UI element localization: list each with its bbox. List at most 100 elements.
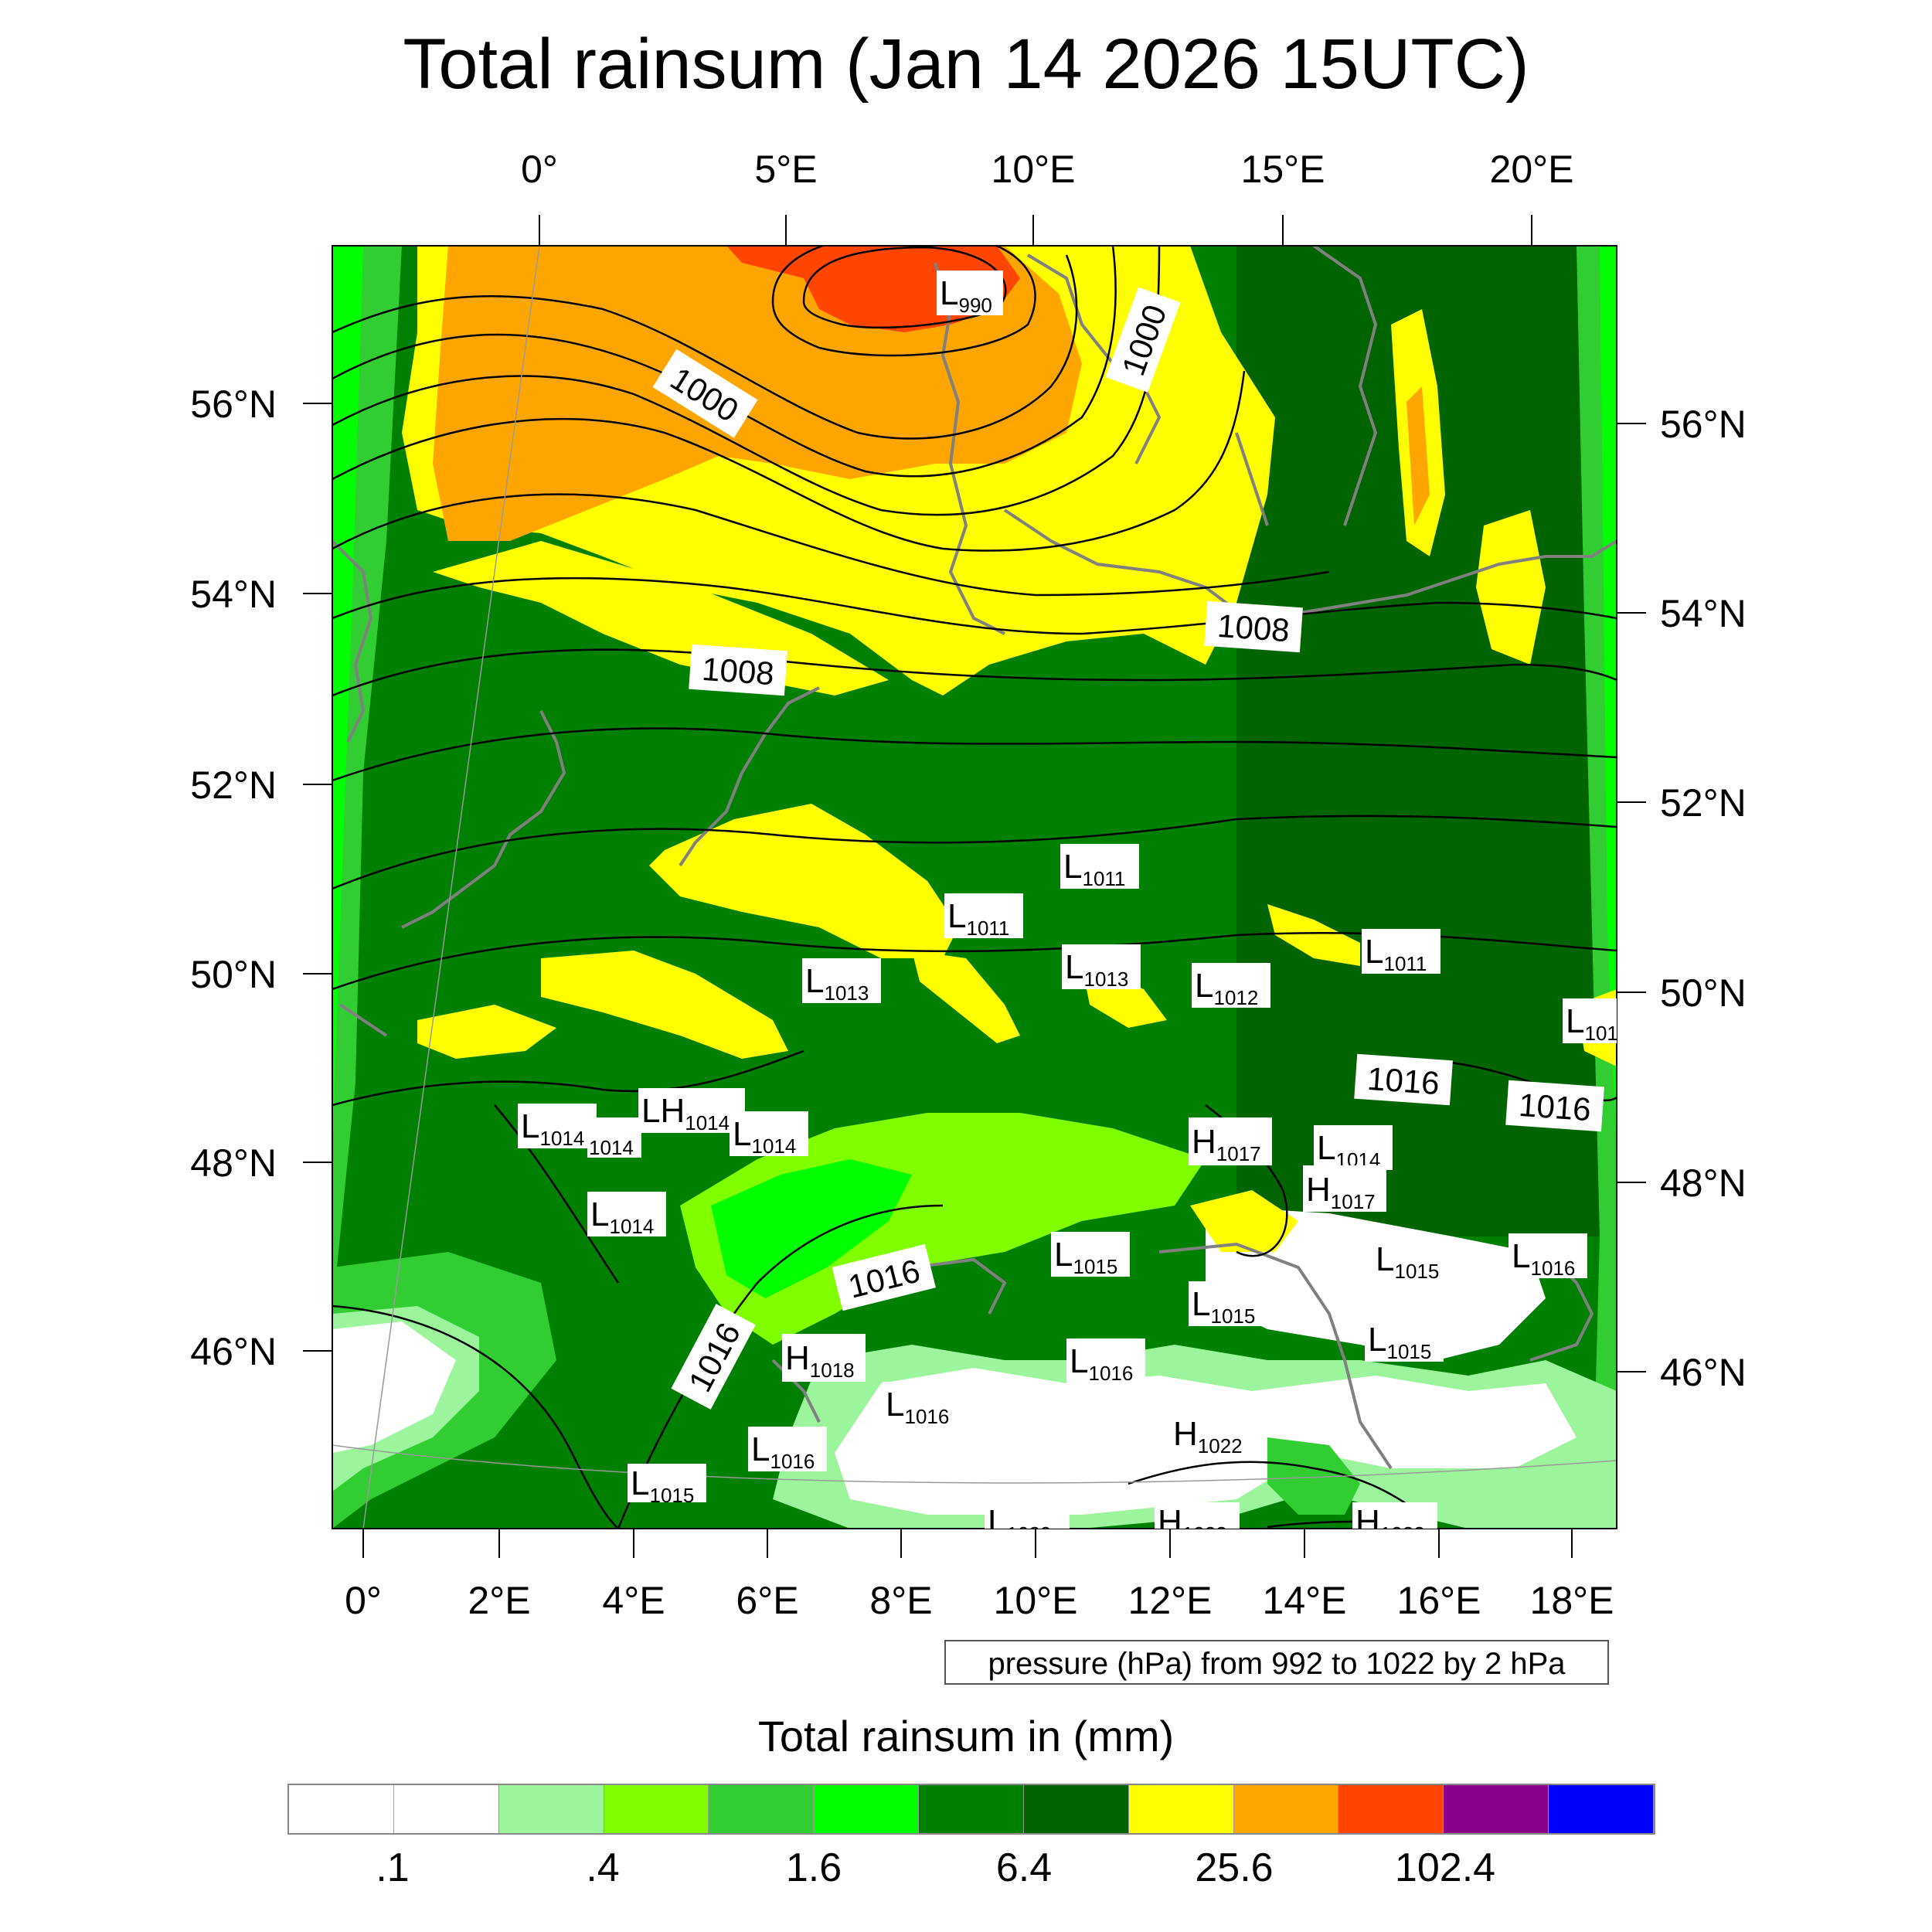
colorbar-swatch: [919, 1785, 1024, 1833]
pressure-center: L1015: [1365, 1317, 1444, 1363]
pressure-center-value: 1022: [1198, 1434, 1243, 1458]
map-title: Total rainsum (Jan 14 2026 15UTC): [403, 25, 1529, 104]
pressure-center: L1015: [628, 1464, 706, 1507]
pressure-center: L1013: [1062, 944, 1141, 991]
svg-text:H1018: H1018: [785, 1339, 855, 1382]
coastlines: [332, 246, 1617, 1470]
plot-frame: [332, 245, 1617, 1529]
svg-text:L1013: L1013: [805, 962, 869, 1005]
pressure-center: LH1014: [638, 1088, 745, 1134]
pressure-center: H1018: [782, 1334, 866, 1382]
pressure-center: L1015: [1051, 1232, 1130, 1278]
isobar-label: 1016: [1366, 1060, 1440, 1101]
bottom-lon-label: 0°: [345, 1579, 382, 1622]
svg-text:L1015: L1015: [1368, 1321, 1431, 1363]
pressure-center-symbol: L: [886, 1386, 904, 1423]
svg-text:H1022: H1022: [1355, 1503, 1425, 1546]
pressure-center-value: 1013: [1083, 968, 1128, 991]
svg-text:L1015: L1015: [1054, 1236, 1117, 1278]
pressure-center-symbol: L: [1063, 848, 1082, 886]
pressure-center-value: 1011: [1383, 952, 1427, 975]
pressure-center-value: 1013: [824, 981, 869, 1005]
colorbar-swatch: [604, 1785, 709, 1833]
pressure-center-value: 1015: [1210, 1304, 1255, 1328]
right-lat-label: 56°N: [1660, 403, 1747, 446]
pressure-center-symbol: L: [590, 1196, 609, 1233]
pressure-center: L1014: [587, 1192, 666, 1238]
pressure-center-value: 1022: [1380, 1522, 1425, 1546]
pressure-center-value: 101: [1584, 1022, 1617, 1045]
pressure-center: L1012: [1192, 963, 1270, 1009]
pressure-center: H1022: [1155, 1502, 1240, 1546]
pressure-center-value: 1014: [589, 1136, 634, 1159]
pressure-center-value: 1017: [1216, 1142, 1261, 1165]
pressure-center-symbol: H: [1173, 1415, 1198, 1453]
pressure-center: H1022: [1170, 1410, 1253, 1458]
left-lat-label: 54°N: [190, 573, 277, 616]
pressure-center-symbol: H: [1192, 1123, 1216, 1161]
pressure-center-symbol: H: [1355, 1503, 1380, 1541]
colorbar-swatch: [1128, 1785, 1234, 1833]
left-lat-label: 56°N: [190, 383, 277, 426]
pressure-center-value: 1016: [1530, 1257, 1575, 1280]
pressure-center: L1014: [1314, 1125, 1393, 1172]
right-lat-label: 52°N: [1660, 781, 1747, 825]
bottom-lon-label: 18°E: [1530, 1579, 1614, 1622]
precipitation-field: [332, 246, 1617, 1529]
pressure-center: H1017: [1189, 1117, 1272, 1165]
left-lat-label: 52°N: [190, 764, 277, 807]
colorbar-tick-label: 25.6: [1195, 1845, 1274, 1890]
bottom-lon-label: 12°E: [1128, 1579, 1213, 1622]
bottom-lon-label: 2°E: [468, 1579, 530, 1622]
pressure-center: L1016: [1509, 1233, 1587, 1280]
pressure-center-symbol: L: [1192, 1285, 1210, 1323]
svg-text:L1020: L1020: [988, 1503, 1051, 1546]
top-lon-ticks: [539, 215, 1532, 246]
pressure-center-symbol: L: [805, 962, 824, 1000]
isobar-label: 1016: [1518, 1087, 1592, 1128]
pressure-center-value: 1016: [770, 1450, 815, 1473]
svg-text:L1015: L1015: [631, 1464, 694, 1507]
svg-text:L1015: L1015: [1376, 1240, 1439, 1283]
svg-text:H1022: H1022: [1158, 1503, 1227, 1546]
pressure-center-symbol: L: [1376, 1240, 1394, 1278]
svg-text:H1017: H1017: [1192, 1123, 1261, 1165]
pressure-center: L1011: [944, 893, 1023, 940]
pressure-center: H1022: [1352, 1502, 1437, 1546]
right-lat-ticks: [1617, 423, 1646, 1372]
pressure-center: L1015: [1189, 1281, 1267, 1328]
isobar-label: 1008: [1216, 607, 1291, 648]
pressure-center-value: 1015: [1386, 1340, 1431, 1363]
colorbar-tick-label: 1.6: [785, 1845, 842, 1890]
bottom-lon-ticks: [362, 1529, 1573, 1558]
svg-text:L1012: L1012: [1195, 967, 1258, 1009]
pressure-center-symbol: L: [1512, 1237, 1530, 1275]
pressure-center-value: 1018: [810, 1359, 855, 1382]
pressure-center: L1016: [1066, 1338, 1145, 1385]
svg-text:L1016: L1016: [1512, 1237, 1575, 1280]
colorbar-swatch: [814, 1785, 920, 1833]
pressure-center-value: 1014: [609, 1215, 654, 1238]
pressure-center: L1011: [1362, 929, 1440, 975]
right-lat-label: 48°N: [1660, 1162, 1747, 1205]
pressure-center: L1014: [730, 1111, 808, 1158]
svg-text:L1016: L1016: [751, 1430, 815, 1473]
colorbar-swatch: [289, 1785, 394, 1833]
pressure-center: L101: [1563, 998, 1617, 1045]
pressure-center: L1016: [748, 1427, 827, 1473]
pressure-center-symbol: L: [1365, 933, 1383, 971]
pressure-center: 1014: [587, 1117, 641, 1159]
pressure-center-value: 1011: [1082, 867, 1125, 890]
top-lon-label: 5°E: [754, 148, 817, 191]
colorbar-swatch: [1549, 1785, 1654, 1833]
pressure-center-value: 1014: [751, 1134, 796, 1158]
pressure-center-symbol: L: [1070, 1342, 1088, 1380]
top-lon-label: 20°E: [1490, 148, 1574, 191]
pressure-center-symbol: L: [733, 1115, 751, 1153]
pressure-center-symbol: H: [1158, 1503, 1182, 1541]
pressure-center: L990: [937, 270, 1003, 317]
top-lon-label: 0°: [521, 148, 558, 191]
colorbar-title: Total rainsum in (mm): [757, 1712, 1175, 1760]
bottom-lon-label: 14°E: [1263, 1579, 1347, 1622]
